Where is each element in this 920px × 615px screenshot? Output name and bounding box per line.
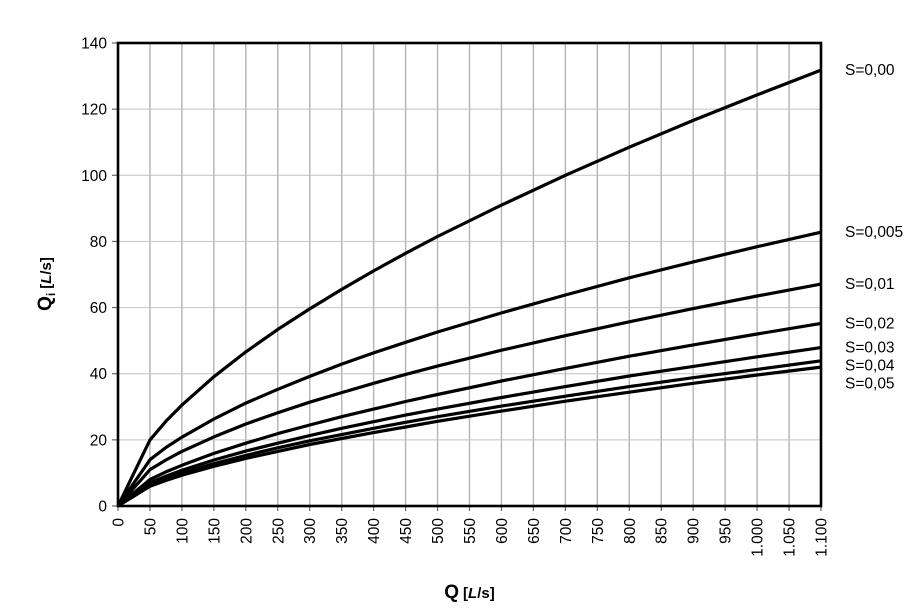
x-axis-title: Q [L/s] (118, 582, 821, 606)
x-tick-label: 750 (590, 518, 607, 544)
y-axis-unit: [L/s] (38, 257, 55, 289)
x-axis-unit: [L/s] (463, 585, 495, 602)
x-tick-label: 950 (718, 518, 735, 544)
series-label-3: S=0,02 (845, 315, 895, 332)
series-label-2: S=0,01 (845, 276, 895, 293)
x-tick-label: 700 (558, 518, 575, 544)
y-tick-label: 120 (81, 102, 107, 119)
x-tick-label: 400 (366, 518, 383, 544)
y-tick-label: 20 (90, 432, 108, 449)
x-tick-label: 250 (270, 518, 287, 544)
y-axis-subscript: i (44, 292, 58, 297)
x-tick-label: 0 (111, 518, 128, 527)
y-axis-title: Qi [L/s] (34, 224, 58, 344)
plot-border (116, 41, 823, 508)
x-tick-label: 200 (238, 518, 255, 544)
x-tick-label: 500 (430, 518, 447, 544)
x-tick-label: 600 (494, 518, 511, 544)
series-label-5: S=0,04 (845, 358, 895, 375)
y-tick-label: 60 (90, 300, 108, 317)
x-tick-label: 800 (622, 518, 639, 544)
x-tick-label: 450 (398, 518, 415, 544)
series-label-6: S=0,05 (845, 376, 895, 393)
x-tick-label: 1.050 (782, 518, 799, 557)
x-tick-label: 100 (174, 518, 191, 544)
y-tick-label: 80 (90, 234, 108, 251)
series-curve-6 (117, 365, 822, 508)
x-tick-label: 150 (206, 518, 223, 544)
y-tick-label: 100 (81, 168, 107, 185)
series-curve-0 (116, 68, 822, 507)
y-tick-label: 0 (98, 499, 107, 516)
series-curve-3 (116, 321, 822, 508)
series-label-1: S=0,005 (845, 224, 903, 241)
x-tick-label: 1.100 (814, 518, 831, 557)
x-tick-label: 1.000 (750, 518, 767, 557)
x-axis-symbol: Q (444, 582, 460, 603)
x-tick-label: 550 (462, 518, 479, 544)
x-tick-label: 50 (142, 518, 159, 536)
y-tick-label: 40 (90, 366, 108, 383)
x-tick-label: 350 (334, 518, 351, 544)
y-axis-symbol: Q (35, 296, 56, 311)
x-tick-label: 850 (654, 518, 671, 544)
y-tick-label: 140 (81, 36, 107, 53)
series-label-0: S=0,00 (845, 62, 895, 79)
x-tick-label: 650 (526, 518, 543, 544)
series-curve-1 (116, 230, 822, 507)
x-tick-label: 900 (686, 518, 703, 544)
x-tick-label: 300 (302, 518, 319, 544)
series-label-4: S=0,03 (845, 340, 895, 357)
series-curve-2 (116, 282, 822, 508)
